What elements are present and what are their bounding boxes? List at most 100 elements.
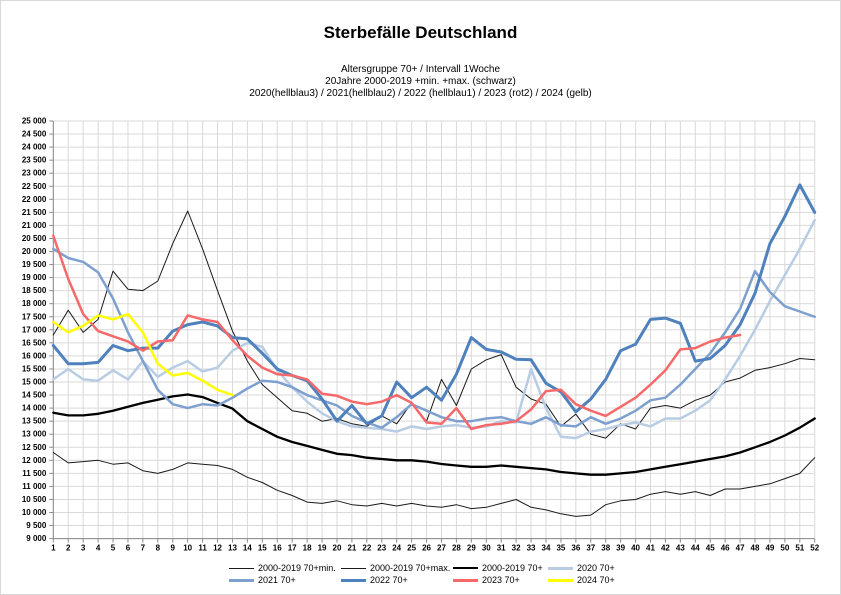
- subtitle-line-3: 2020(hellblau3) / 2021(hellblau2) / 2022…: [249, 88, 592, 99]
- x-tick-label: 47: [736, 544, 745, 553]
- y-tick-label: 12 000: [22, 456, 47, 465]
- x-tick-label: 1: [51, 544, 56, 553]
- y-tick-label: 22 500: [22, 182, 47, 191]
- series-line-2000-2019-70+max-: [52, 210, 816, 439]
- y-axis-labels: 25 000 24 500 24 000 23 500 23 000 22 500 22 0…: [22, 117, 47, 544]
- y-tick-label: 11 000: [22, 482, 47, 491]
- y-tick-label: 11 500: [22, 469, 47, 478]
- y-tick-label: 15 000: [22, 378, 47, 387]
- y-tick-label: 14 500: [22, 391, 47, 400]
- x-tick-label: 11: [198, 544, 207, 553]
- x-tick-label: 5: [111, 544, 116, 553]
- chart-subtitle: Altersgruppe 70+ / Intervall 1Woche 20Ja…: [1, 64, 840, 100]
- x-tick-label: 17: [288, 544, 297, 553]
- series-line-2000-2019-70+min-: [52, 452, 816, 517]
- y-tick-label: 24 000: [22, 143, 47, 152]
- y-tick-label: 13 000: [22, 430, 47, 439]
- y-tick-label: 19 500: [22, 260, 47, 269]
- x-tick-label: 30: [482, 544, 491, 553]
- x-tick-label: 52: [810, 544, 819, 553]
- x-tick-label: 4: [96, 544, 101, 553]
- subtitle-line-2: 20Jahre 2000-2019 +min. +max. (schwarz): [325, 76, 516, 87]
- x-tick-label: 28: [452, 544, 461, 553]
- x-tick-label: 39: [616, 544, 625, 553]
- x-tick-label: 16: [273, 544, 282, 553]
- x-tick-label: 46: [721, 544, 730, 553]
- x-tick-label: 3: [81, 544, 86, 553]
- y-tick-label: 22 000: [22, 195, 47, 204]
- y-tick-label: 9 000: [26, 534, 47, 543]
- y-tick-label: 9 500: [26, 521, 47, 530]
- x-tick-label: 41: [646, 544, 655, 553]
- x-tick-label: 23: [377, 544, 386, 553]
- x-tick-label: 32: [512, 544, 521, 553]
- y-tick-label: 18 000: [22, 299, 47, 308]
- subtitle-line-1: Altersgruppe 70+ / Intervall 1Woche: [340, 64, 501, 75]
- x-tick-label: 20: [333, 544, 342, 553]
- x-tick-label: 37: [586, 544, 595, 553]
- x-axis-labels: 1 2 3 4 5 6 7 8 9 10 11 12 13 14 15 16 17 18 19 20 21 22 23 24 2…: [51, 544, 820, 553]
- y-tick-label: 10 500: [22, 495, 47, 504]
- axes: [49, 120, 816, 543]
- y-tick-label: 24 500: [22, 130, 47, 139]
- x-tick-label: 6: [126, 544, 131, 553]
- x-tick-label: 18: [303, 544, 312, 553]
- series-line-2000-2019-70+: [52, 393, 816, 476]
- x-tick-label: 9: [171, 544, 176, 553]
- x-tick-label: 7: [141, 544, 146, 553]
- series-line-2022-70+: [51, 183, 817, 426]
- y-tick-label: 16 000: [22, 351, 47, 360]
- y-tick-label: 25 000: [22, 117, 47, 126]
- y-tick-label: 19 000: [22, 273, 47, 282]
- x-tick-label: 10: [183, 544, 192, 553]
- y-tick-label: 17 000: [22, 325, 47, 334]
- x-tick-label: 25: [407, 544, 416, 553]
- series-line-2023-70+: [52, 234, 742, 431]
- y-tick-label: 10 000: [22, 508, 47, 517]
- x-tick-label: 36: [571, 544, 580, 553]
- y-tick-label: 12 500: [22, 443, 47, 452]
- y-tick-label: 20 500: [22, 234, 47, 243]
- x-tick-label: 19: [318, 544, 327, 553]
- series-line-2021-70+: [52, 247, 816, 429]
- y-tick-label: 23 500: [22, 156, 47, 165]
- y-tick-label: 23 000: [22, 169, 47, 178]
- x-tick-label: 34: [542, 544, 551, 553]
- x-tick-label: 48: [751, 544, 760, 553]
- x-tick-label: 15: [258, 544, 267, 553]
- y-tick-label: 17 500: [22, 312, 47, 321]
- y-tick-label: 15 500: [22, 364, 47, 373]
- y-tick-label: 21 500: [22, 208, 47, 217]
- gridlines: [52, 120, 816, 540]
- y-tick-label: 18 500: [22, 286, 47, 295]
- y-tick-label: 16 500: [22, 338, 47, 347]
- series-lines: [51, 183, 817, 517]
- x-tick-label: 33: [527, 544, 536, 553]
- y-tick-label: 13 500: [22, 417, 47, 426]
- x-tick-label: 49: [765, 544, 774, 553]
- x-tick-label: 26: [422, 544, 431, 553]
- x-tick-label: 44: [691, 544, 700, 553]
- x-tick-label: 22: [362, 544, 371, 553]
- x-tick-label: 21: [347, 544, 356, 553]
- x-tick-label: 51: [795, 544, 804, 553]
- x-tick-label: 2: [66, 544, 71, 553]
- x-tick-label: 13: [228, 544, 237, 553]
- series-line-2024-70+: [52, 312, 234, 397]
- series-line-2020-70+: [52, 218, 816, 440]
- x-tick-label: 27: [437, 544, 446, 553]
- y-tick-label: 20 000: [22, 247, 47, 256]
- y-tick-label: 21 000: [22, 221, 47, 230]
- page-title: Sterbefälle Deutschland: [323, 23, 518, 42]
- y-tick-label: 14 000: [22, 404, 47, 413]
- x-tick-label: 38: [601, 544, 610, 553]
- x-tick-label: 43: [676, 544, 685, 553]
- x-tick-label: 29: [467, 544, 476, 553]
- x-tick-label: 45: [706, 544, 715, 553]
- x-tick-label: 40: [631, 544, 640, 553]
- x-tick-label: 8: [156, 544, 161, 553]
- x-tick-label: 12: [213, 544, 222, 553]
- x-tick-label: 50: [780, 544, 789, 553]
- x-tick-label: 24: [392, 544, 401, 553]
